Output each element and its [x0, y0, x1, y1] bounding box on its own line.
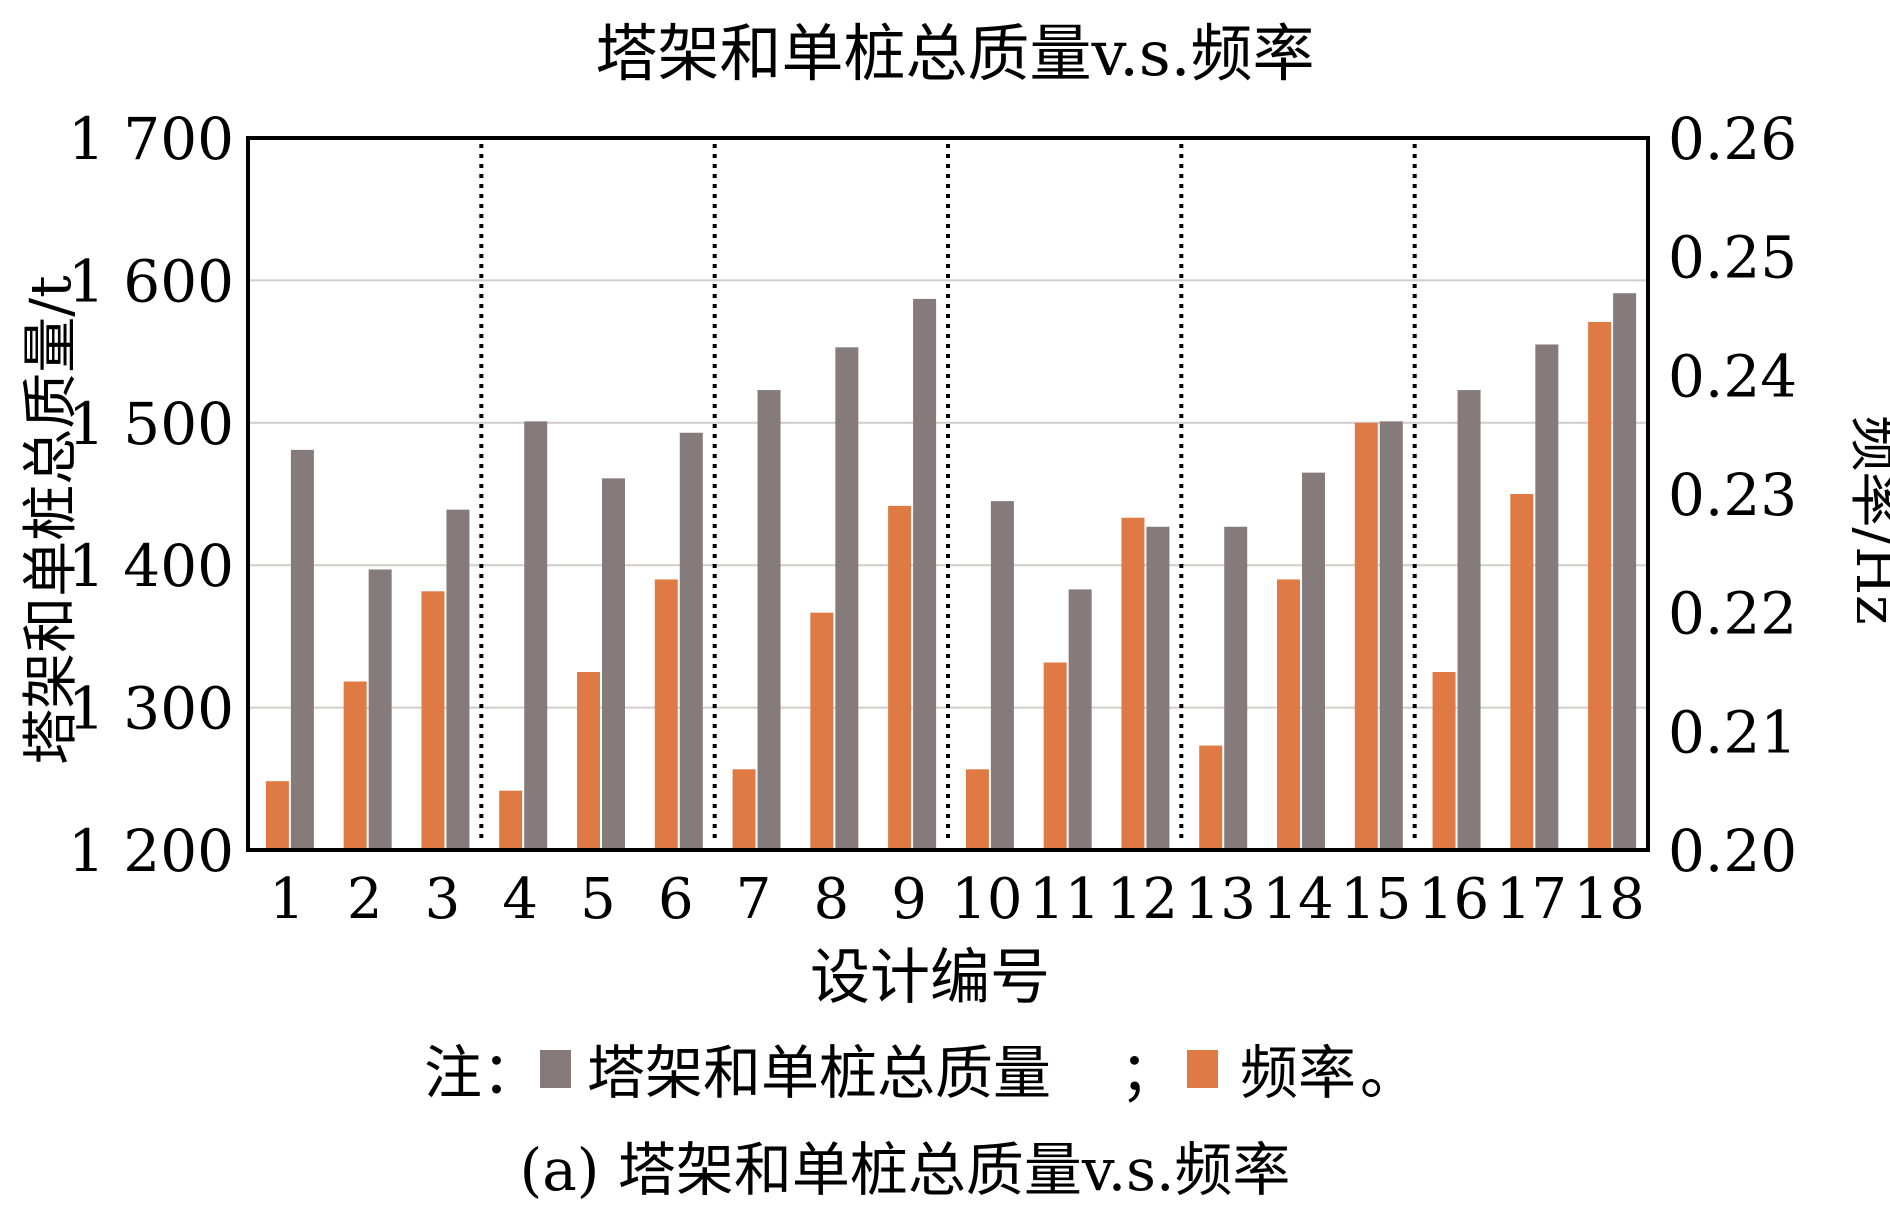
right-tick-label: 0.20 [1668, 817, 1797, 885]
right-tick-label: 0.23 [1668, 461, 1797, 529]
bar-frequency [1354, 422, 1378, 850]
plot-frame [246, 136, 1650, 852]
x-tick-label: 17 [1496, 867, 1567, 932]
bar-frequency [1043, 662, 1067, 850]
x-tick-label: 10 [951, 867, 1022, 932]
bar-frequency [1510, 494, 1534, 850]
bar-frequency [265, 781, 289, 850]
bar-mass [990, 501, 1014, 850]
bar-frequency [732, 769, 756, 850]
left-tick-label: 1 300 [68, 675, 234, 743]
bar-frequency [1121, 517, 1145, 850]
bar-frequency [499, 790, 523, 850]
bar-frequency [654, 579, 678, 850]
bar-mass [1146, 526, 1170, 850]
x-tick-label: 13 [1185, 867, 1256, 932]
bar-mass [1302, 472, 1325, 850]
x-tick-label: 1 [269, 867, 305, 932]
left-tick-label: 1 600 [68, 247, 234, 315]
x-axis-label: 设计编号 [810, 943, 1050, 1013]
left-tick-label: 1 500 [68, 390, 234, 458]
x-tick-label: 8 [814, 867, 850, 932]
legend-swatch-frequency [1187, 1050, 1218, 1088]
legend-label-mass: 塔架和单桩总质量 [587, 1039, 1051, 1107]
bar-mass [1535, 344, 1559, 850]
legend-suffix: 。 [1360, 1039, 1418, 1107]
left-axis-label: 塔架和单桩总质量/t [19, 275, 84, 765]
x-tick-label: 12 [1107, 867, 1178, 932]
figure-caption: (a) 塔架和单桩总质量v.s.频率 [520, 1136, 1291, 1204]
bar-frequency [1277, 579, 1300, 850]
right-axis-label: 频率/Hz [1843, 415, 1890, 624]
chart-title: 塔架和单桩总质量v.s.频率 [596, 17, 1315, 90]
legend-separator: ； [1120, 1039, 1178, 1107]
bar-mass [757, 390, 781, 850]
left-tick-label: 1 400 [68, 532, 234, 600]
left-tick-label: 1 200 [68, 817, 234, 885]
legend-prefix: 注： [424, 1039, 540, 1107]
x-tick-label: 14 [1262, 867, 1333, 932]
bar-mass [446, 509, 470, 850]
x-tick-label: 11 [1029, 867, 1100, 932]
x-tick-label: 16 [1418, 867, 1489, 932]
bar-frequency [965, 769, 989, 850]
bar-mass [290, 449, 314, 850]
bar-frequency [1199, 745, 1223, 850]
bar-mass [1613, 293, 1637, 850]
x-tick-label: 18 [1573, 867, 1644, 932]
bar-frequency [421, 591, 445, 850]
bar-mass [368, 569, 392, 850]
legend-swatch-mass [540, 1050, 571, 1088]
legend: 注： 塔架和单桩总质量 ； 频率 。 [424, 1039, 1418, 1107]
bars [265, 293, 1637, 850]
right-tick-label: 0.24 [1668, 342, 1797, 410]
group-separators [479, 144, 1417, 840]
bar-mass [1379, 421, 1403, 850]
right-tick-label: 0.22 [1668, 580, 1797, 648]
x-tick-label: 15 [1340, 867, 1411, 932]
bar-frequency [1588, 321, 1612, 850]
x-tick-label: 3 [425, 867, 461, 932]
right-tick-label: 0.26 [1668, 105, 1797, 173]
x-tick-label: 9 [891, 867, 927, 932]
left-tick-label: 1 700 [68, 105, 234, 173]
bar-frequency [577, 672, 600, 850]
bar-frequency [1432, 672, 1456, 850]
bar-mass [1457, 390, 1481, 850]
right-tick-label: 0.21 [1668, 698, 1797, 766]
legend-label-frequency: 频率 [1240, 1039, 1356, 1107]
left-axis-ticks: 1 200 1 300 1 400 1 500 1 600 1 700 [68, 105, 234, 885]
x-axis-ticks: 1 2 3 4 5 6 7 8 9 10 11 12 13 14 15 16 17 18 [269, 867, 1645, 932]
bar-mass [524, 421, 548, 850]
bar-mass [1068, 589, 1092, 850]
bar-mass [913, 298, 937, 850]
bar-frequency [810, 612, 834, 850]
bar-mass [1224, 526, 1248, 850]
right-tick-label: 0.25 [1668, 224, 1797, 292]
x-tick-label: 2 [347, 867, 383, 932]
x-tick-label: 6 [658, 867, 694, 932]
x-tick-label: 7 [736, 867, 772, 932]
right-axis-ticks: 0.20 0.21 0.22 0.23 0.24 0.25 0.26 [1668, 105, 1797, 885]
bar-frequency [343, 681, 367, 850]
bar-frequency [888, 505, 912, 850]
x-tick-label: 4 [502, 867, 538, 932]
bar-mass [679, 432, 703, 850]
x-tick-label: 5 [580, 867, 616, 932]
bar-mass [602, 478, 625, 850]
bar-mass [835, 347, 859, 850]
